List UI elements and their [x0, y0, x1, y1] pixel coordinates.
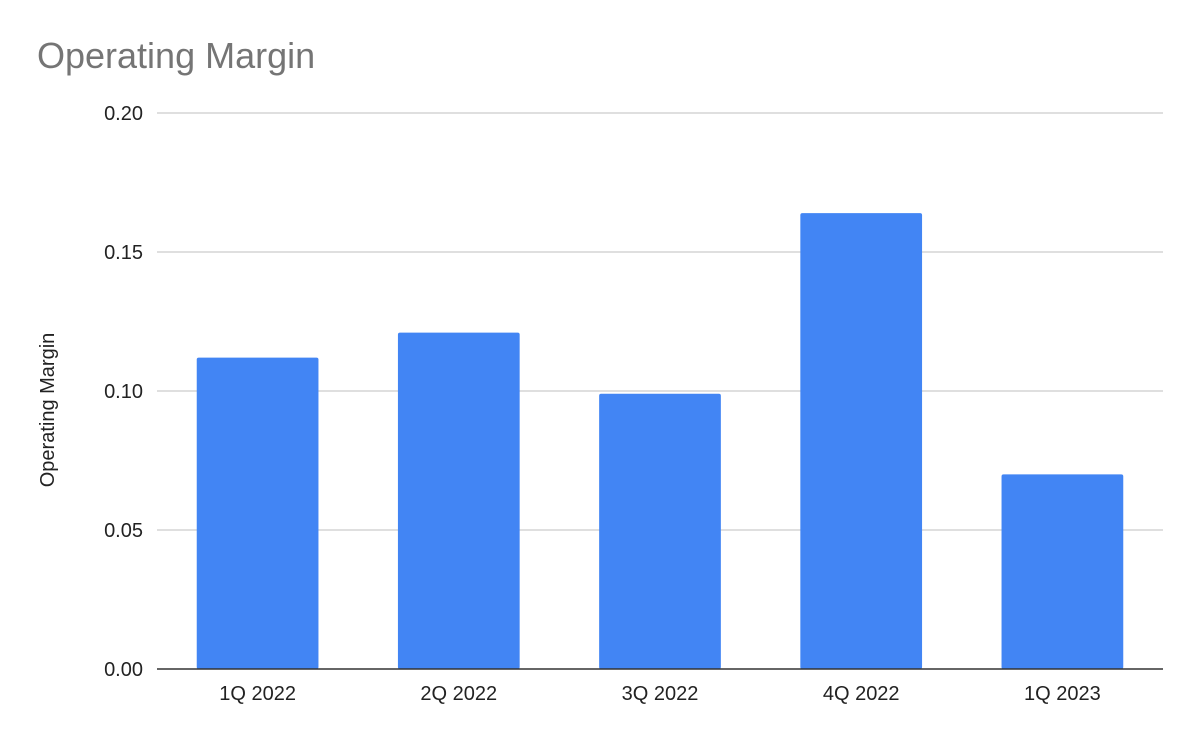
y-axis-ticks: 0.00 0.05 0.10 0.15 0.20 — [104, 103, 143, 681]
y-tick-label: 0.00 — [104, 659, 143, 681]
y-tick-label: 0.20 — [104, 103, 143, 125]
bar-2q-2022 — [397, 332, 520, 669]
y-tick-label: 0.10 — [104, 381, 143, 403]
x-tick-label: 1Q 2022 — [219, 683, 296, 705]
bars — [196, 213, 1124, 669]
x-tick-label: 4Q 2022 — [823, 683, 900, 705]
y-tick-label: 0.05 — [104, 520, 143, 542]
bar-1q-2022 — [196, 357, 319, 669]
bar-3q-2022 — [599, 393, 721, 669]
x-tick-label: 2Q 2022 — [420, 683, 497, 705]
bar-4q-2022 — [800, 213, 923, 669]
chart-title: Operating Margin — [37, 35, 315, 76]
x-tick-label: 1Q 2023 — [1024, 683, 1101, 705]
x-tick-label: 3Q 2022 — [622, 683, 699, 705]
bar-1q-2023 — [1001, 474, 1124, 669]
x-axis-ticks: 1Q 2022 2Q 2022 3Q 2022 4Q 2022 1Q 2023 — [219, 683, 1101, 705]
y-tick-label: 0.15 — [104, 242, 143, 264]
y-axis-title: Operating Margin — [37, 333, 59, 488]
